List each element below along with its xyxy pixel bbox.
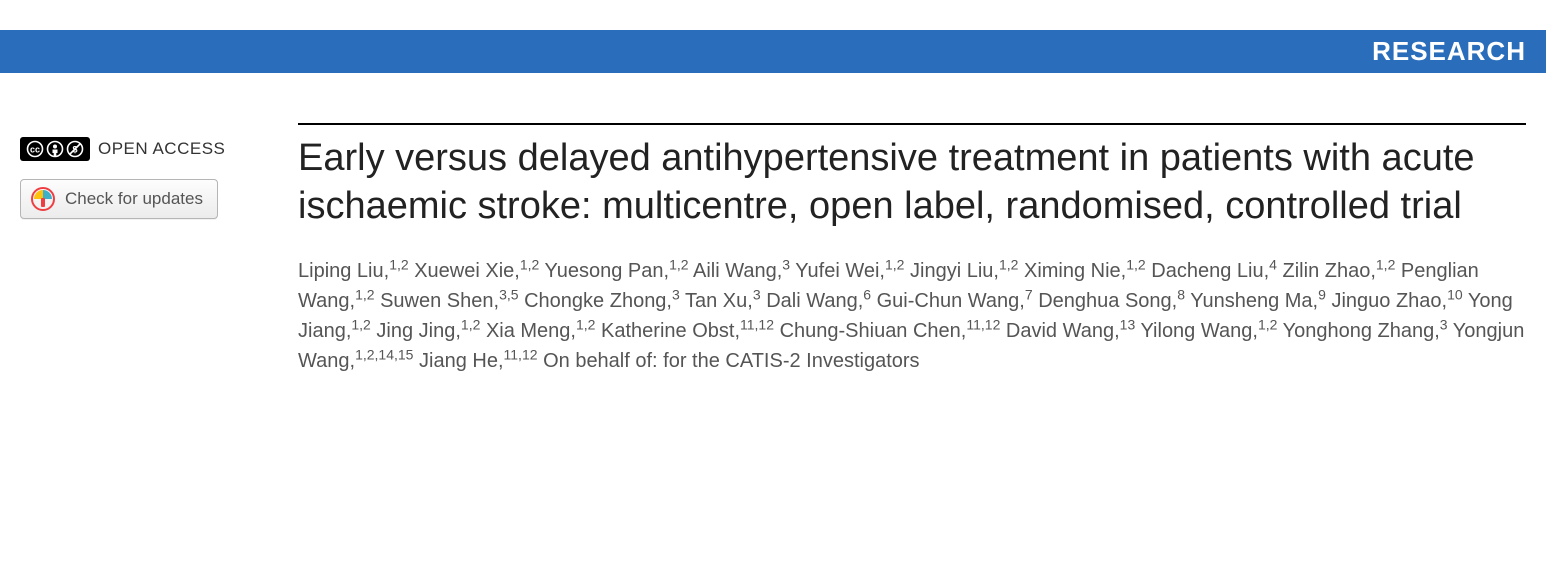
research-banner: RESEARCH (0, 30, 1546, 73)
author: Yuesong Pan, (545, 260, 670, 282)
research-banner-label: RESEARCH (1372, 36, 1526, 66)
article-layout: cc $ OPEN ACCESS Che (0, 123, 1546, 416)
author-affiliation: 11,12 (740, 316, 774, 332)
author: Liping Liu, (298, 260, 389, 282)
author: Yilong Wang, (1140, 320, 1257, 342)
author: Jingyi Liu, (910, 260, 999, 282)
author-affiliation: 11,12 (504, 346, 538, 362)
author-affiliation: 6 (863, 286, 871, 302)
author: Chongke Zhong, (524, 290, 672, 312)
author: Suwen Shen, (380, 290, 499, 312)
open-access-row: cc $ OPEN ACCESS (20, 137, 270, 161)
author-affiliation: 3 (782, 256, 790, 272)
author-affiliation: 11,12 (966, 316, 1000, 332)
author-affiliation: 8 (1177, 286, 1185, 302)
author: Yufei Wei, (795, 260, 885, 282)
author-affiliation: 1,2 (461, 316, 480, 332)
check-for-updates-label: Check for updates (65, 189, 203, 209)
author-affiliation: 1,2 (885, 256, 904, 272)
cc-by-nc-icon: cc $ (20, 137, 90, 161)
author-affiliation: 1,2 (669, 256, 688, 272)
author: Dacheng Liu, (1151, 260, 1269, 282)
author-affiliation: 3 (753, 286, 761, 302)
author: Gui-Chun Wang, (877, 290, 1025, 312)
author-suffix: On behalf of: for the CATIS-2 Investigat… (543, 350, 919, 372)
article-main: Early versus delayed antihypertensive tr… (298, 123, 1526, 376)
article-title: Early versus delayed antihypertensive tr… (298, 135, 1526, 230)
author: Dali Wang, (766, 290, 863, 312)
author-affiliation: 1,2 (351, 316, 370, 332)
author-affiliation: 3,5 (499, 286, 518, 302)
author-affiliation: 13 (1120, 316, 1136, 332)
author-affiliation: 4 (1269, 256, 1277, 272)
check-for-updates-button[interactable]: Check for updates (20, 179, 218, 219)
author: Jinguo Zhao, (1331, 290, 1447, 312)
sidebar: cc $ OPEN ACCESS Che (20, 123, 270, 376)
author: Xia Meng, (486, 320, 576, 342)
author-affiliation: 1,2 (1376, 256, 1395, 272)
crossmark-icon (31, 187, 55, 211)
author-affiliation: 3 (672, 286, 680, 302)
author: Chung-Shiuan Chen, (780, 320, 967, 342)
author: Yonghong Zhang, (1283, 320, 1440, 342)
author: Jiang He, (419, 350, 504, 372)
author: Xuewei Xie, (414, 260, 520, 282)
author-affiliation: 1,2,14,15 (355, 346, 413, 362)
author: David Wang, (1006, 320, 1120, 342)
author: Yunsheng Ma, (1190, 290, 1318, 312)
author: Aili Wang, (693, 260, 782, 282)
author-affiliation: 1,2 (1126, 256, 1145, 272)
author-affiliation: 9 (1318, 286, 1326, 302)
author-affiliation: 1,2 (999, 256, 1018, 272)
author-affiliation: 10 (1447, 286, 1463, 302)
author-affiliation: 1,2 (1258, 316, 1277, 332)
author: Zilin Zhao, (1283, 260, 1376, 282)
svg-text:cc: cc (30, 145, 40, 155)
author-affiliation: 1,2 (389, 256, 408, 272)
author-affiliation: 7 (1025, 286, 1033, 302)
author-affiliation: 3 (1440, 316, 1448, 332)
open-access-label: OPEN ACCESS (98, 139, 225, 159)
author-affiliation: 1,2 (355, 286, 374, 302)
author: Jing Jing, (376, 320, 461, 342)
author: Tan Xu, (685, 290, 753, 312)
author: Katherine Obst, (601, 320, 740, 342)
author-affiliation: 1,2 (520, 256, 539, 272)
author-affiliation: 1,2 (576, 316, 595, 332)
author: Ximing Nie, (1024, 260, 1126, 282)
author: Denghua Song, (1038, 290, 1177, 312)
author-list: Liping Liu,1,2 Xuewei Xie,1,2 Yuesong Pa… (298, 256, 1526, 376)
